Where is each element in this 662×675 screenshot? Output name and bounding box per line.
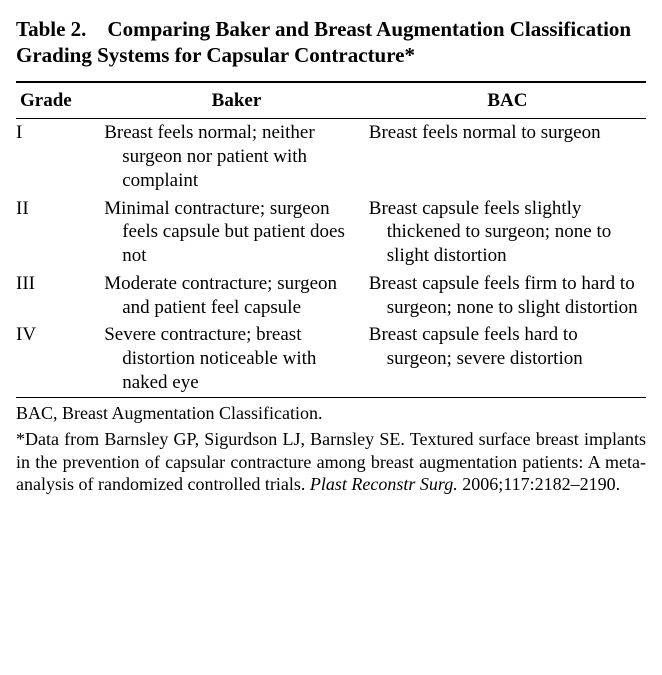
header-row: Grade Baker BAC: [16, 83, 646, 119]
rule-bottom: [16, 397, 646, 398]
table-container: Table 2. Comparing Baker and Breast Augm…: [16, 16, 646, 496]
cell-baker-text: Severe contracture; breast distortion no…: [104, 323, 363, 394]
footnote-abbrev: BAC, Breast Augmentation Classification.: [16, 402, 646, 425]
cell-bac: Breast feels normal to surgeon: [369, 119, 646, 194]
cell-bac: Breast capsule feels slightly thickened …: [369, 195, 646, 270]
cell-grade: II: [16, 195, 104, 270]
header-baker: Baker: [104, 83, 369, 119]
cell-grade: IV: [16, 321, 104, 396]
citation-journal: Plast Reconstr Surg.: [310, 474, 458, 494]
cell-baker: Severe contracture; breast distortion no…: [104, 321, 369, 396]
table-row: I Breast feels normal; neither surgeon n…: [16, 119, 646, 194]
cell-bac-text: Breast capsule feels firm to hard to sur…: [369, 272, 640, 320]
cell-baker-text: Breast feels normal; neither surgeon nor…: [104, 121, 363, 192]
cell-bac: Breast capsule feels firm to hard to sur…: [369, 270, 646, 322]
cell-bac-text: Breast feels normal to surgeon: [369, 121, 640, 145]
table-row: IV Severe contracture; breast distortion…: [16, 321, 646, 396]
cell-grade: I: [16, 119, 104, 194]
cell-bac: Breast capsule feels hard to surgeon; se…: [369, 321, 646, 396]
table-title: Table 2. Comparing Baker and Breast Augm…: [16, 16, 646, 69]
footnote-citation: *Data from Barnsley GP, Sigurdson LJ, Ba…: [16, 428, 646, 496]
header-bac: BAC: [369, 83, 646, 119]
cell-bac-text: Breast capsule feels hard to surgeon; se…: [369, 323, 640, 371]
comparison-table: Grade Baker BAC: [16, 83, 646, 119]
cell-baker: Moderate contracture; surgeon and patien…: [104, 270, 369, 322]
table-row: III Moderate contracture; surgeon and pa…: [16, 270, 646, 322]
header-grade: Grade: [16, 83, 104, 119]
cell-baker-text: Minimal contracture; surgeon feels capsu…: [104, 197, 363, 268]
cell-baker: Minimal contracture; surgeon feels capsu…: [104, 195, 369, 270]
citation-suffix: 2006;117:2182–2190.: [458, 474, 620, 494]
cell-grade: III: [16, 270, 104, 322]
cell-baker: Breast feels normal; neither surgeon nor…: [104, 119, 369, 194]
table-row: II Minimal contracture; surgeon feels ca…: [16, 195, 646, 270]
cell-baker-text: Moderate contracture; surgeon and patien…: [104, 272, 363, 320]
comparison-table-body: I Breast feels normal; neither surgeon n…: [16, 119, 646, 396]
cell-bac-text: Breast capsule feels slightly thickened …: [369, 197, 640, 268]
